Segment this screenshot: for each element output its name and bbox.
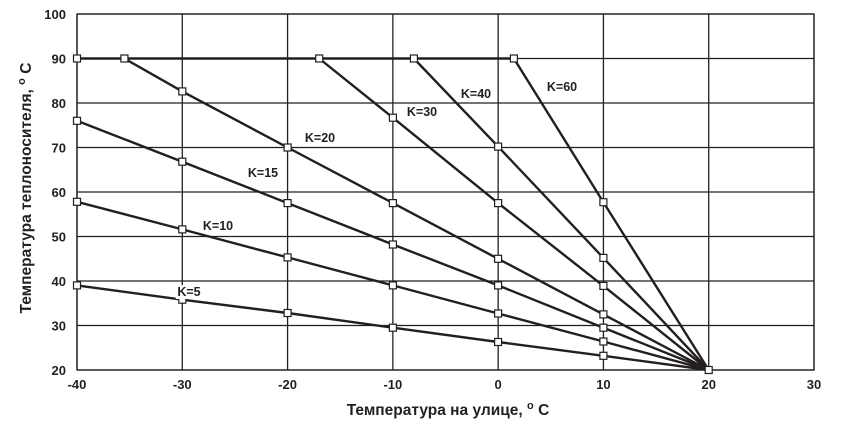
series-label-bg — [459, 87, 493, 101]
data-marker — [494, 281, 503, 290]
data-marker — [178, 225, 187, 234]
data-marker — [283, 253, 292, 262]
x-tick-label: -10 — [383, 377, 402, 392]
x-tick-labels: -40 -30 -20 -10 0 10 20 30 — [68, 377, 822, 392]
data-marker — [494, 309, 503, 318]
series-label: K=40 — [461, 87, 491, 101]
data-marker — [388, 281, 397, 290]
data-marker — [72, 54, 82, 63]
data-marker — [599, 253, 608, 262]
x-tick-label: 0 — [495, 377, 502, 392]
series-label: K=15 — [248, 166, 278, 180]
data-marker — [315, 54, 324, 63]
y-tick-label: 30 — [52, 319, 66, 334]
data-marker — [283, 199, 292, 208]
data-marker — [72, 281, 82, 290]
data-marker — [599, 337, 608, 346]
y-tick-label: 60 — [52, 185, 66, 200]
series-label-bg — [175, 285, 203, 299]
data-marker — [599, 310, 608, 319]
data-marker — [388, 113, 397, 122]
series-line-k-40 — [412, 57, 710, 372]
y-tick-labels: 20 30 40 50 60 70 80 90 100 — [44, 7, 66, 378]
data-marker — [388, 240, 397, 249]
series-line-k-30 — [318, 57, 710, 372]
series-label: K=30 — [407, 105, 437, 119]
x-axis-unit: С — [538, 402, 549, 419]
data-marker — [178, 157, 187, 166]
data-marker — [599, 281, 608, 290]
x-axis-title: Температура на улице, о С — [347, 396, 550, 419]
x-tick-label: 30 — [807, 377, 821, 392]
y-tick-label: 100 — [44, 7, 66, 22]
data-marker — [283, 143, 292, 152]
data-marker — [178, 87, 187, 96]
data-marker — [72, 197, 82, 206]
plot-frame — [76, 13, 815, 371]
series-label: K=20 — [305, 131, 335, 145]
y-tick-label: 50 — [52, 230, 66, 245]
y-tick-label: 70 — [52, 141, 66, 156]
data-marker — [509, 54, 518, 63]
y-tick-label: 40 — [52, 274, 66, 289]
data-marker — [494, 337, 503, 347]
y-axis-degree: о — [16, 78, 28, 85]
data-marker — [599, 323, 608, 332]
data-marker — [388, 199, 397, 208]
y-axis-title-text: Температура теплоносителя, — [18, 89, 35, 313]
y-tick-label: 20 — [52, 363, 66, 378]
x-axis-title-text: Температура на улице, — [347, 402, 523, 419]
data-marker — [599, 198, 608, 207]
x-tick-label: 10 — [596, 377, 610, 392]
series-label-bg — [246, 166, 280, 180]
data-marker — [283, 308, 292, 318]
data-marker — [388, 323, 397, 332]
data-marker — [72, 116, 82, 125]
series-label-bg — [545, 80, 579, 94]
series-labels: K=5 K=10 K=15 K=20 K=30 K=40 K=60 — [175, 80, 579, 299]
series-label-bg — [303, 131, 337, 145]
data-marker — [409, 54, 418, 63]
x-tick-label: -20 — [278, 377, 297, 392]
x-axis-degree: о — [527, 400, 534, 412]
data-marker — [599, 351, 608, 360]
y-tick-label: 80 — [52, 96, 66, 111]
x-tick-label: -40 — [68, 377, 87, 392]
data-marker — [494, 142, 503, 151]
data-marker — [120, 54, 129, 63]
data-marker — [494, 254, 503, 263]
series-line-k-60 — [512, 57, 710, 372]
y-axis-unit: С — [18, 63, 35, 74]
y-tick-label: 90 — [52, 52, 66, 67]
series-label-bg — [201, 219, 235, 233]
series-label: K=10 — [203, 219, 233, 233]
grid — [76, 13, 815, 371]
series-label-bg — [405, 105, 439, 119]
series-group — [72, 54, 713, 375]
x-tick-label: -30 — [173, 377, 192, 392]
data-marker — [494, 199, 503, 208]
series-label: K=60 — [547, 80, 577, 94]
x-tick-label: 20 — [701, 377, 715, 392]
y-axis-title: Температура теплоносителя, о С — [12, 63, 35, 314]
data-marker — [704, 365, 713, 375]
series-label: K=5 — [177, 285, 200, 299]
